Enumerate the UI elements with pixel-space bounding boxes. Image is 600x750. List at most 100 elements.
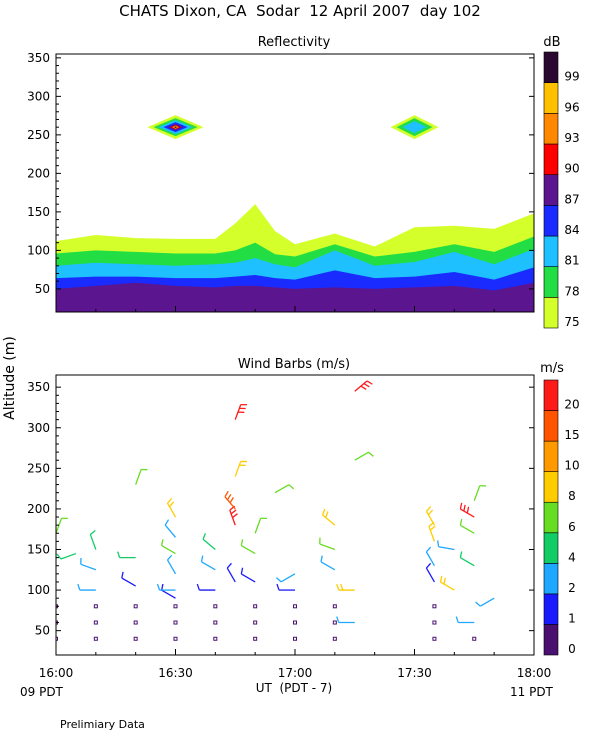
colorbar-tick-label: 93 (564, 131, 579, 145)
wind-barb (89, 530, 97, 550)
y-tick-label: 150 (27, 205, 50, 219)
wind-barb (200, 555, 216, 571)
colorbar-tick-label: 15 (564, 428, 579, 442)
y-tick-label: 100 (27, 583, 50, 597)
calm-marker (133, 604, 138, 609)
calm-marker (293, 620, 297, 625)
calm-marker (173, 636, 178, 641)
wind-barb (319, 537, 336, 551)
colorbar-tick-label: 96 (564, 100, 579, 114)
wind-barb (202, 533, 216, 550)
calm-marker (173, 620, 178, 625)
colorbar-tick-label: 10 (564, 459, 579, 473)
calm-marker (432, 604, 437, 609)
colorbar-swatch (543, 410, 559, 442)
calm-marker (432, 620, 437, 625)
reflectivity-colorbar-title: dB (543, 35, 560, 50)
colorbar-tick-label: 8 (568, 489, 576, 503)
wind-barb (80, 557, 97, 571)
left-local-time: 09 PDT (20, 685, 64, 699)
y-tick-label: 100 (27, 243, 50, 257)
y-tick-label: 300 (27, 421, 50, 435)
colorbar-swatch (543, 82, 559, 114)
colorbar-swatch (543, 563, 559, 595)
wind-barb (224, 490, 236, 510)
x-tick-label: 16:30 (158, 666, 193, 680)
wind-barb (439, 575, 455, 591)
calm-marker (56, 636, 58, 641)
y-tick-label: 50 (35, 282, 50, 296)
wind-barbs (56, 380, 495, 641)
colorbar-tick-label: 2 (568, 581, 576, 595)
wind-barb (320, 555, 336, 571)
wind-barb (321, 508, 336, 526)
wind-barb (161, 539, 176, 555)
wind-barb (425, 506, 435, 526)
wind-barb (234, 403, 248, 420)
cell-ring (173, 126, 178, 128)
wind-barb (354, 451, 374, 461)
x-axis-label: UT (PDT - 7) (256, 681, 333, 695)
calm-marker (213, 620, 218, 625)
reflectivity-colorbar: 75 78 81 84 87 90 93 96 99 (543, 51, 580, 329)
calm-marker (213, 636, 218, 641)
wind-barb (437, 540, 455, 551)
y-tick-label: 250 (27, 461, 50, 475)
wind-barb (240, 567, 256, 583)
wind-barb (196, 583, 216, 591)
x-tick-label: 17:00 (278, 666, 313, 680)
colorbar-swatch (543, 205, 559, 237)
x-tick-label: 18:00 (517, 666, 552, 680)
colorbar-tick-label: 90 (564, 162, 579, 176)
reflectivity-x-axis (55, 306, 535, 312)
footer-note: Prelimiary Data (60, 718, 145, 731)
colorbar-swatch (543, 174, 559, 206)
wind-barb (354, 380, 373, 392)
reflectivity-y-axis: 50 100 150 200 250 300 350 (27, 51, 534, 296)
calm-marker (213, 604, 218, 609)
wind-barb (56, 552, 77, 560)
wind-barb (229, 505, 238, 526)
wind-barb (77, 583, 96, 591)
y-tick-label: 300 (27, 89, 50, 103)
colorbar-tick-label: 81 (564, 254, 579, 268)
wind-barbs-colorbar: 0 1 2 4 6 8 10 15 20 (543, 379, 580, 656)
y-tick-label: 350 (27, 380, 50, 394)
wind-barb (254, 517, 267, 534)
y-tick-label: 50 (35, 624, 50, 638)
calm-marker (332, 620, 337, 625)
colorbar-swatch (543, 501, 559, 534)
wind-barb (428, 521, 436, 542)
wind-barb (56, 517, 68, 534)
y-tick-label: 200 (27, 166, 50, 180)
wind-barb (161, 583, 176, 599)
calm-marker (93, 620, 98, 625)
wind-barb (234, 460, 248, 477)
calm-marker (93, 636, 98, 641)
x-tick-label: 16:00 (39, 666, 74, 680)
wind-barbs-title: Wind Barbs (m/s) (238, 357, 350, 372)
calm-marker (133, 636, 138, 641)
colorbar-tick-label: 6 (568, 520, 576, 534)
colorbar-swatch (543, 266, 559, 298)
calm-marker (93, 604, 98, 609)
colorbar-swatch (543, 379, 559, 411)
colorbar-swatch (543, 532, 559, 564)
wind-barb (240, 539, 256, 555)
calm-marker (253, 604, 258, 609)
figure-title: CHATS Dixon, CA Sodar 12 April 2007 day … (119, 2, 481, 20)
wind-barb (459, 502, 475, 518)
wind-barb (425, 562, 435, 583)
wind-barb (455, 616, 475, 624)
calm-marker (332, 636, 337, 641)
reflectivity-cell (390, 115, 439, 140)
cell-ring (402, 121, 427, 134)
calm-marker (293, 604, 297, 609)
calm-marker (472, 636, 477, 641)
wind-barbs-plot-frame (55, 374, 535, 656)
wind-barb (166, 498, 177, 518)
right-local-time: 11 PDT (510, 685, 554, 699)
wind-barb (425, 546, 435, 567)
